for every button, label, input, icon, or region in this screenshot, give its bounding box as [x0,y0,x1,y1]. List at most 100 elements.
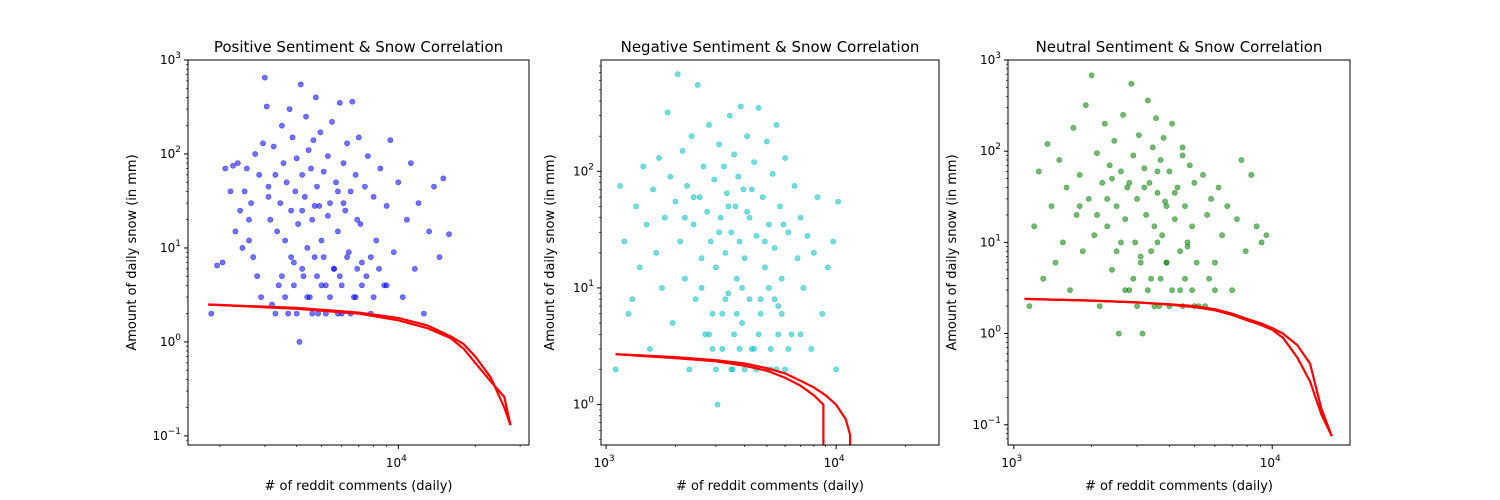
neutral-point [1219,232,1225,239]
neutral-point [1212,259,1218,266]
negative-point [726,112,733,119]
negative-point [833,366,839,373]
positive-point [314,273,320,280]
positive-point [252,151,259,157]
neutral-point [1253,223,1260,230]
negative-point [746,296,753,303]
neutral-point [1076,171,1083,178]
neutral-point [1154,168,1161,175]
negative-point [775,331,782,338]
negative-point [696,194,703,201]
positive-point [370,294,377,300]
positive-point [436,254,443,260]
negative-y-tick-label: 100 [573,396,594,412]
neutral-point [1141,165,1148,172]
negative-x-tick-exp: 3 [609,454,615,464]
neutral-point [1177,287,1183,293]
positive-point [324,212,331,219]
neutral-point [1169,287,1175,293]
positive-point [390,249,397,256]
positive-point [270,143,277,150]
negative-point [744,133,750,140]
neutral-point [1215,184,1222,191]
neutral-point [1111,137,1118,144]
negative-point [791,182,798,189]
neutral-point [1101,120,1108,127]
neutral-point [1104,223,1111,230]
negative-point [679,147,686,154]
positive-point [278,273,285,280]
positive-point [303,113,309,120]
positive-point [232,228,239,235]
negative-point [682,214,688,221]
neutral-y-tick-exp: 0 [995,325,1001,335]
neutral-point [1056,157,1063,163]
positive-point [334,228,341,235]
positive-point [256,171,263,178]
negative-point [669,320,676,326]
neutral-point [1191,179,1198,186]
neutral-point [1079,248,1086,255]
positive-point [311,254,318,260]
negative-point [707,238,714,245]
neutral-point [1169,120,1175,127]
neutral-point [1157,275,1164,282]
positive-point [357,221,364,227]
neutral-point [1258,239,1265,246]
negative-point [698,284,705,291]
neutral-point [1224,203,1231,209]
positive-y-tick-base: 10 [152,429,167,443]
positive-point [280,160,287,166]
negative-x-tick-base: 10 [594,456,609,470]
positive-point [308,165,314,172]
positive-points [208,74,452,345]
neutral-point [1122,287,1129,293]
neutral-axes-frame [1007,59,1351,446]
negative-point [766,284,772,291]
negative-point [759,194,766,201]
negative-point [797,214,804,221]
positive-point [333,179,339,186]
neutral-point [1177,248,1183,255]
positive-point [317,129,324,136]
positive-point [383,282,390,289]
neutral-point [1144,287,1151,293]
negative-point [731,151,737,158]
negative-point [682,275,688,282]
positive-point [311,202,318,209]
positive-point [358,259,365,266]
neutral-point [1132,239,1139,246]
neutral-point [1238,157,1245,163]
negative-point [643,221,650,228]
neutral-xlabel: # of reddit comments (daily) [1085,479,1273,494]
positive-point [267,216,274,223]
positive-point [361,183,368,190]
positive-point [312,94,319,101]
positive-x-tick-exp: 4 [401,454,407,464]
negative-point [785,229,792,236]
positive-point [347,188,354,195]
negative-point [717,214,724,221]
neutral-point [1143,211,1149,218]
positive-xlabel: # of reddit comments (daily) [264,479,452,494]
positive-point [395,179,402,186]
positive-point [358,282,365,289]
neutral-y-tick-label: 101 [980,233,1001,249]
negative-point [719,345,726,352]
positive-point [352,294,359,300]
neutral-point [1208,195,1214,202]
negative-point [748,186,755,193]
negative-point [824,264,831,271]
negative-point [736,345,743,352]
positive-y-tick-base: 10 [160,147,175,161]
positive-point [324,153,331,159]
positive-point [254,273,261,280]
neutral-point [1082,102,1089,108]
positive-point [327,200,333,206]
neutral-point [1134,303,1140,309]
neutral-point [1048,203,1055,209]
positive-point [285,310,291,317]
negative-point [814,194,821,201]
positive-point [367,254,374,260]
neutral-point [1189,287,1195,293]
